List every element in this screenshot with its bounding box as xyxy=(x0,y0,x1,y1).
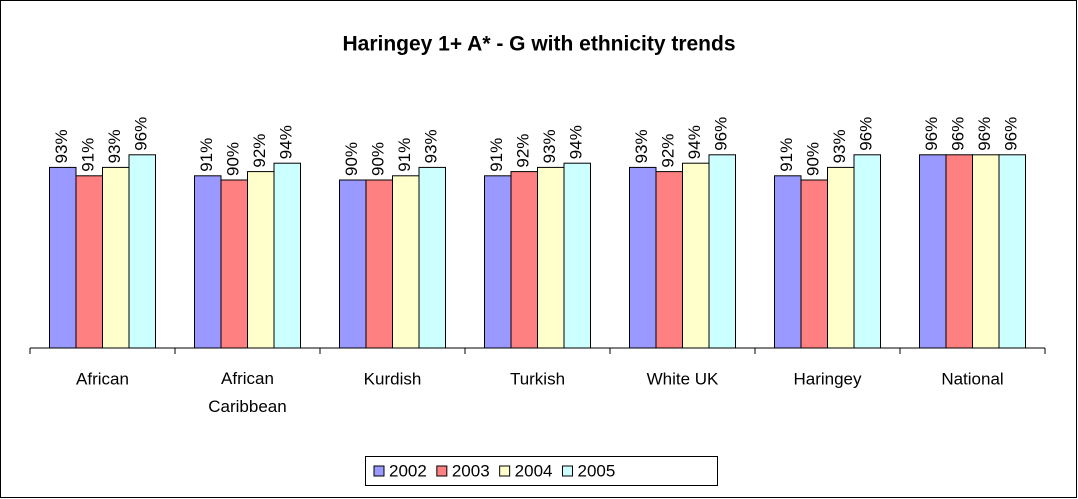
x-tick-label: African Caribbean xyxy=(208,369,286,416)
value-label: 90% xyxy=(224,142,243,176)
bar xyxy=(655,171,683,349)
x-tick-label: Kurdish xyxy=(364,369,422,388)
bar xyxy=(800,179,828,349)
x-tick-label: Haringey xyxy=(793,369,862,388)
value-label: 96% xyxy=(975,117,994,151)
value-label: 90% xyxy=(804,142,823,176)
value-label: 90% xyxy=(369,142,388,176)
bar xyxy=(392,175,420,349)
bar xyxy=(49,166,77,349)
bar xyxy=(708,154,736,349)
legend-label: 2003 xyxy=(452,461,490,480)
value-label: 96% xyxy=(922,117,941,151)
value-label: 93% xyxy=(52,129,71,163)
legend-swatch xyxy=(561,465,573,477)
value-label: 93% xyxy=(540,129,559,163)
bar xyxy=(510,171,538,349)
legend-label: 2004 xyxy=(515,461,553,480)
bar xyxy=(220,179,248,349)
value-label: 94% xyxy=(277,125,296,159)
value-label: 91% xyxy=(395,138,414,172)
bar xyxy=(75,175,103,349)
bar xyxy=(418,166,446,349)
bar xyxy=(629,166,657,349)
legend-swatch xyxy=(373,465,385,477)
bar xyxy=(365,179,393,349)
value-label: 93% xyxy=(632,129,651,163)
legend-label: 2002 xyxy=(389,461,427,480)
value-label: 96% xyxy=(132,117,151,151)
bar xyxy=(128,154,156,349)
x-tick-label: Turkish xyxy=(510,369,565,388)
value-label: 91% xyxy=(487,138,506,172)
value-label: 91% xyxy=(777,138,796,172)
x-tick-label: National xyxy=(941,369,1003,388)
bar xyxy=(774,175,802,349)
bar xyxy=(273,162,301,349)
bar xyxy=(484,175,512,349)
x-tick-label: African xyxy=(76,369,129,388)
value-label: 96% xyxy=(1002,117,1021,151)
value-label: 91% xyxy=(79,138,98,172)
value-label: 92% xyxy=(659,134,678,168)
bar xyxy=(102,166,130,349)
bar xyxy=(194,175,222,349)
value-label: 94% xyxy=(567,125,586,159)
bar xyxy=(827,166,855,349)
bar xyxy=(919,154,947,349)
value-label: 92% xyxy=(250,134,269,168)
value-label: 93% xyxy=(830,129,849,163)
value-label: 93% xyxy=(422,129,441,163)
bar xyxy=(972,154,1000,349)
legend-swatch xyxy=(499,465,511,477)
x-tick-label: White UK xyxy=(647,369,719,388)
chart-title: Haringey 1+ A* - G with ethnicity trends xyxy=(342,33,735,56)
legend-label: 2005 xyxy=(577,461,615,480)
bar xyxy=(682,162,710,349)
value-label: 96% xyxy=(949,117,968,151)
legend-box xyxy=(365,456,718,486)
value-label: 90% xyxy=(342,142,361,176)
value-label: 96% xyxy=(712,117,731,151)
bar xyxy=(945,154,973,349)
bar xyxy=(998,154,1026,349)
bar xyxy=(247,171,275,349)
value-label: 96% xyxy=(857,117,876,151)
legend-swatch xyxy=(436,465,448,477)
value-label: 91% xyxy=(197,138,216,172)
bar xyxy=(563,162,591,349)
bar xyxy=(853,154,881,349)
bar xyxy=(339,179,367,349)
bar xyxy=(537,166,565,349)
value-label: 92% xyxy=(514,134,533,168)
value-label: 93% xyxy=(105,129,124,163)
value-label: 94% xyxy=(685,125,704,159)
